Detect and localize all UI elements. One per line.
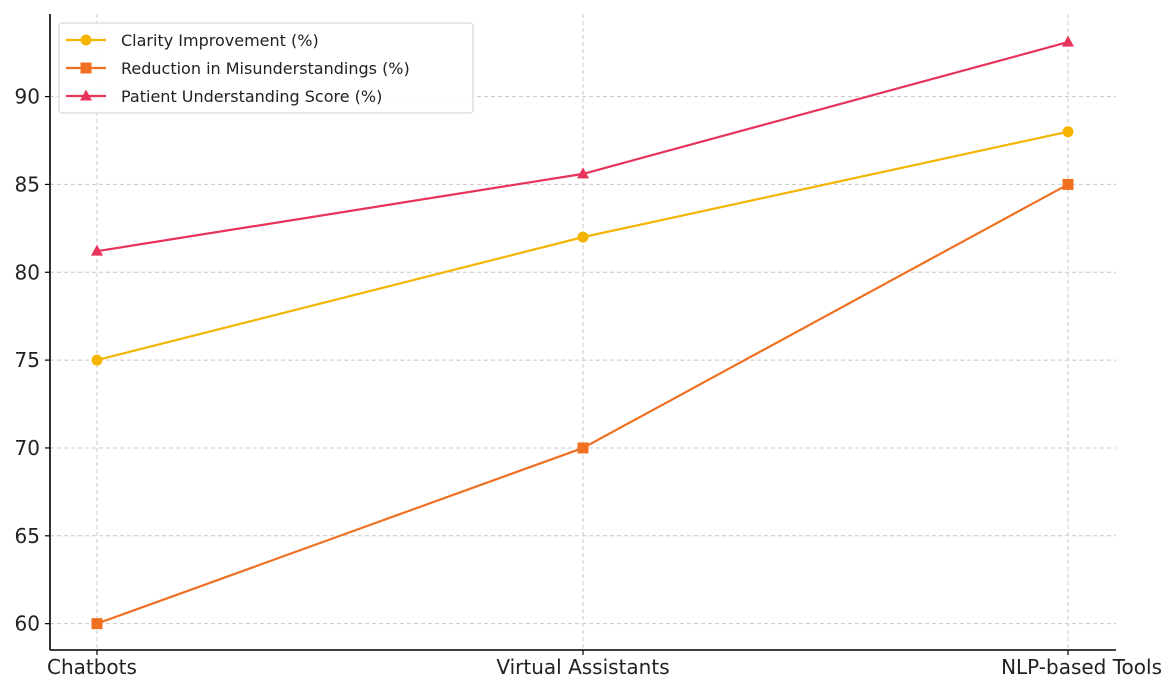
- data-point: [91, 244, 103, 256]
- y-tick-label: 70: [15, 436, 40, 460]
- legend: Clarity Improvement (%) Reduction in Misu…: [58, 22, 474, 114]
- legend-entry: Clarity Improvement (%): [66, 31, 319, 50]
- x-tick-label: Chatbots: [47, 655, 137, 679]
- data-point: [1062, 126, 1074, 138]
- legend-marker: [80, 89, 92, 101]
- legend-box: [58, 22, 474, 114]
- legend-entry: Patient Understanding Score (%): [66, 87, 382, 106]
- series-2: [91, 178, 1074, 630]
- legend-label: Clarity Improvement (%): [121, 31, 319, 50]
- legend-entry: Reduction in Misunderstandings (%): [66, 59, 410, 78]
- y-tick-label: 90: [15, 85, 40, 109]
- data-point: [91, 354, 103, 366]
- data-point: [91, 618, 103, 630]
- data-point: [577, 442, 589, 454]
- y-tick-label: 80: [15, 260, 40, 284]
- x-tick-labels: Chatbots Virtual Assistants NLP-based Tool…: [47, 655, 1162, 679]
- y-tick-label: 65: [15, 524, 40, 548]
- legend-label: Patient Understanding Score (%): [121, 87, 382, 106]
- data-point: [577, 167, 589, 179]
- legend-marker: [80, 62, 92, 74]
- y-tick-label: 85: [15, 172, 40, 196]
- data-point: [1062, 178, 1074, 190]
- series: [91, 35, 1074, 630]
- y-tick-label: 60: [15, 612, 40, 636]
- series-1: [91, 126, 1074, 366]
- legend-label: Reduction in Misunderstandings (%): [121, 59, 410, 78]
- series-line: [96, 183, 1069, 625]
- x-tick-label: Virtual Assistants: [496, 655, 669, 679]
- axes: [45, 14, 1116, 655]
- legend-marker: [80, 34, 92, 46]
- data-point: [577, 231, 589, 243]
- x-tick-label: NLP-based Tools: [1001, 655, 1162, 679]
- y-tick-label: 75: [15, 348, 40, 372]
- y-tick-labels: 60 65 70 75 80 85 90: [15, 85, 40, 636]
- data-point: [1062, 35, 1074, 47]
- series-3: [91, 35, 1074, 256]
